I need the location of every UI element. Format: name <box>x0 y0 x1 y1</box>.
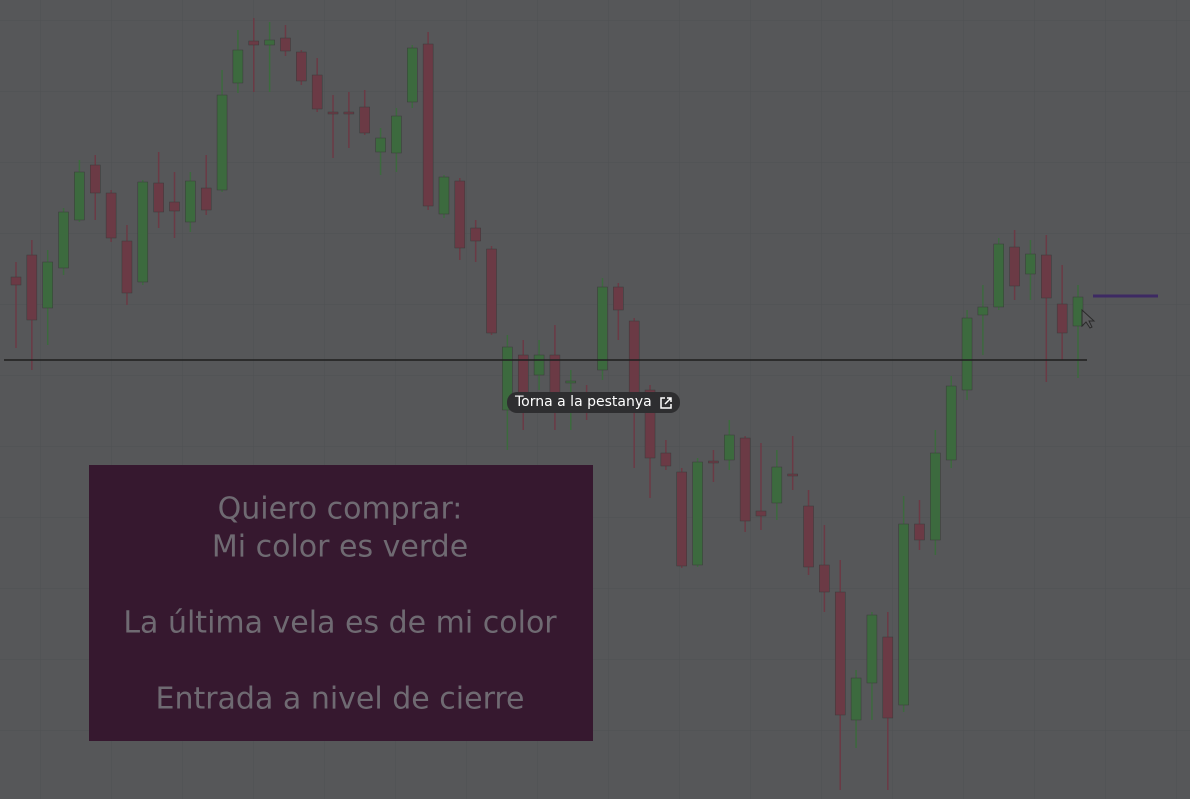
candle-body <box>834 591 846 716</box>
candle-body <box>882 636 894 719</box>
candle-body <box>10 276 22 286</box>
candle-body <box>200 187 212 211</box>
candle-body <box>628 320 640 396</box>
candle-body <box>819 564 830 593</box>
external-icon <box>659 396 672 409</box>
candle-body <box>502 346 513 411</box>
candle-body <box>1009 246 1020 287</box>
candle-body <box>866 614 878 684</box>
candle-body <box>169 201 180 212</box>
candle-body <box>454 180 466 249</box>
candle-body <box>407 47 418 103</box>
candle-body <box>216 94 228 191</box>
candle-body <box>105 192 117 239</box>
candle-body <box>264 39 275 46</box>
candle-body <box>993 243 1004 308</box>
candle-body <box>1025 253 1036 275</box>
note-line: Entrada a nivel de cierre <box>155 682 524 717</box>
note-line: La última vela es de mi color <box>123 606 557 641</box>
candle-body <box>898 523 909 706</box>
candle-body <box>787 473 798 477</box>
candle-body <box>438 176 450 215</box>
candle-body <box>153 182 164 213</box>
candle-body <box>739 437 751 522</box>
candle-body <box>1056 303 1068 334</box>
candle-body <box>422 43 434 207</box>
note-line: Quiero comprar: <box>218 492 463 527</box>
candle-body <box>644 389 656 459</box>
candle-body <box>185 180 196 223</box>
note-box <box>89 465 593 741</box>
candle-body <box>74 171 85 221</box>
candle-body <box>945 385 957 461</box>
candle-body <box>296 51 307 82</box>
candle-body <box>311 74 323 110</box>
candle-body <box>470 227 481 242</box>
candle-body <box>90 164 101 194</box>
candle-body <box>977 306 989 316</box>
candle-body <box>533 354 545 376</box>
tooltip-text: Torna a la pestanya <box>515 394 652 410</box>
candle-body <box>26 254 38 321</box>
candle-body <box>755 510 767 517</box>
candle-body <box>708 460 719 464</box>
candle-body <box>613 286 624 311</box>
note-line: Mi color es verde <box>212 530 468 565</box>
candle-body <box>232 49 244 84</box>
candle-body <box>327 111 339 115</box>
candle-body <box>660 452 672 467</box>
candle-body <box>121 240 133 294</box>
candle-body <box>486 248 497 334</box>
candle-body <box>850 677 862 721</box>
candle-body <box>280 37 291 52</box>
candle-body <box>565 380 577 384</box>
candle-body <box>1041 254 1052 299</box>
cursor <box>1081 308 1096 329</box>
candles <box>4 18 1087 790</box>
candle-body <box>803 505 814 568</box>
candle-body <box>137 181 149 283</box>
candle-body <box>597 286 608 371</box>
candle-body <box>58 211 69 269</box>
candle-body <box>42 261 53 309</box>
tooltip[interactable]: Torna a la pestanya <box>507 392 680 413</box>
candle-body <box>930 452 941 541</box>
candle-body <box>248 40 260 46</box>
candle-body <box>343 111 355 115</box>
candle-body <box>375 137 386 153</box>
candle-body <box>724 434 735 461</box>
candle-body <box>771 466 783 504</box>
candle-body <box>914 523 925 541</box>
candle-body <box>359 106 370 134</box>
candle-body <box>961 317 973 391</box>
candle-body <box>676 471 687 567</box>
candle-body <box>391 115 402 154</box>
candle-body <box>692 461 703 566</box>
